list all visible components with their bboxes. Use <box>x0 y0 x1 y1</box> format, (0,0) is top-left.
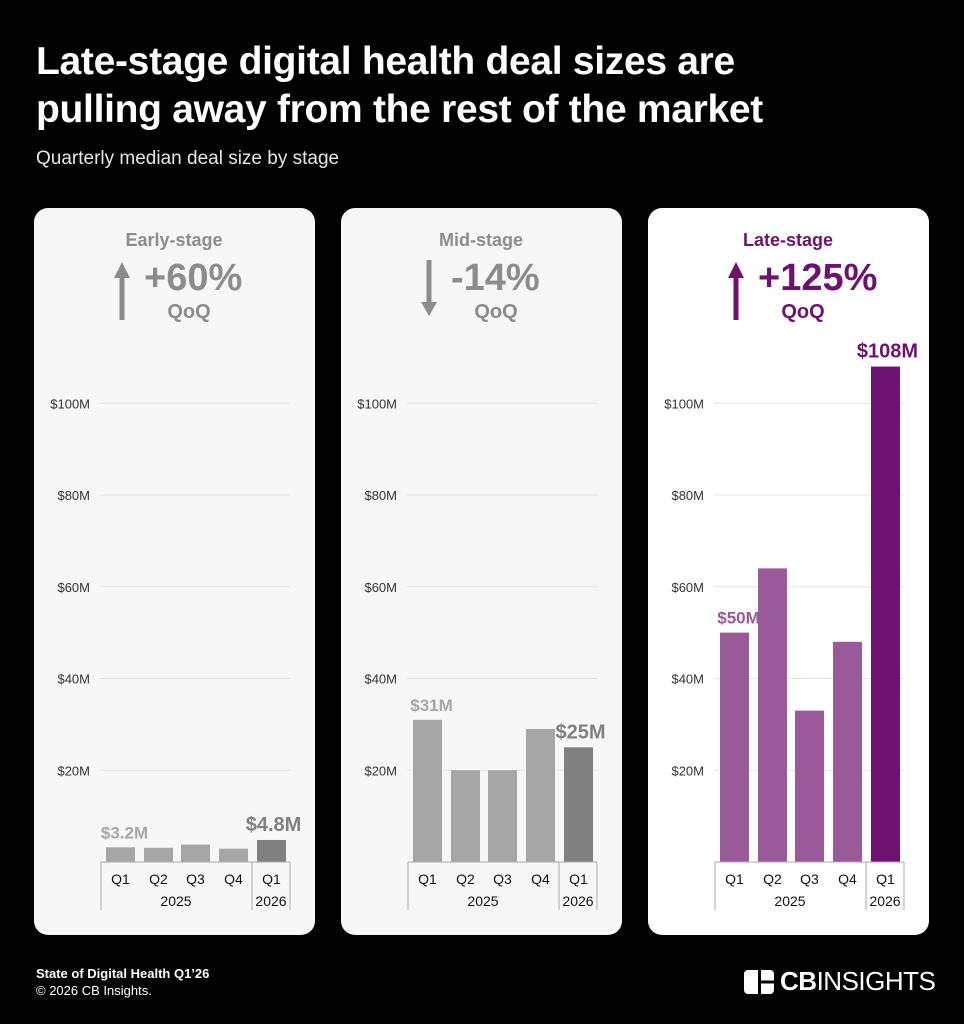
y-tick-label: $40M <box>671 672 704 687</box>
title-line-1: Late-stage digital health deal sizes are <box>36 40 735 83</box>
x-group-label: 2026 <box>255 893 286 909</box>
title-line-2: pulling away from the rest of the market <box>36 88 763 131</box>
footer-copyright: © 2026 CB Insights. <box>36 983 152 998</box>
x-tick-label: Q4 <box>531 871 550 887</box>
y-tick-label: $20M <box>364 763 397 778</box>
bar <box>181 844 210 862</box>
x-tick-label: Q1 <box>111 871 130 887</box>
bar <box>871 366 900 862</box>
y-tick-label: $100M <box>357 396 397 411</box>
data-label: $25M <box>555 721 605 743</box>
x-group-label: 2025 <box>467 893 498 909</box>
bar <box>451 770 480 862</box>
y-tick-label: $80M <box>364 488 397 503</box>
cb-insights-logo: CBINSIGHTS <box>744 966 936 997</box>
y-tick-label: $60M <box>364 580 397 595</box>
x-tick-label: Q1 <box>262 871 281 887</box>
x-tick-label: Q2 <box>456 871 475 887</box>
change-percent: -14% <box>451 257 540 299</box>
x-tick-label: Q4 <box>838 871 857 887</box>
x-tick-label: Q1 <box>418 871 437 887</box>
chart-subtitle: Quarterly median deal size by stage <box>36 148 340 169</box>
arrow-up-icon <box>114 262 130 278</box>
y-tick-label: $60M <box>671 580 704 595</box>
arrow-up-icon-shaft <box>119 274 125 320</box>
bar <box>720 632 749 862</box>
bar <box>526 728 555 862</box>
y-tick-label: $40M <box>364 672 397 687</box>
x-tick-label: Q1 <box>725 871 744 887</box>
arrow-down-icon-shaft <box>426 260 432 306</box>
bar <box>257 839 286 862</box>
bar <box>488 770 517 862</box>
x-group-label: 2025 <box>774 893 805 909</box>
arrow-down-icon <box>421 302 437 316</box>
panel-late-stage: Late-stage +125% QoQ $20M $40M $60M $80M $100M $… <box>648 208 929 935</box>
arrow-up-icon-shaft <box>733 274 739 320</box>
footer-source: State of Digital Health Q1’26 <box>36 966 210 981</box>
arrow-up-icon <box>728 262 744 278</box>
panel-early-stage: Early-stage +60% QoQ $20M $40M $60M $80M $100M $… <box>34 208 315 935</box>
data-label: $3.2M <box>101 823 148 842</box>
y-tick-label: $60M <box>57 580 90 595</box>
cb-logo-mark-icon <box>744 969 774 994</box>
data-label: $108M <box>857 341 918 363</box>
x-group-label: 2025 <box>160 893 191 909</box>
x-tick-label: Q1 <box>569 871 588 887</box>
bar <box>106 847 135 862</box>
change-percent: +60% <box>144 257 242 299</box>
data-label: $31M <box>410 696 453 715</box>
x-tick-label: Q3 <box>493 871 512 887</box>
y-tick-label: $20M <box>57 763 90 778</box>
bar <box>758 568 787 862</box>
x-group-label: 2026 <box>562 893 593 909</box>
x-group-label: 2026 <box>869 893 900 909</box>
bar-chart: Mid-stage -14%QoQ $20M $40M $60M $80M $100M $31… <box>357 230 606 910</box>
logo-text: CBINSIGHTS <box>780 966 936 997</box>
x-tick-label: Q2 <box>149 871 168 887</box>
panel-title: Late-stage <box>743 230 833 250</box>
y-tick-label: $80M <box>57 488 90 503</box>
bar <box>219 848 248 862</box>
y-tick-label: $100M <box>664 396 704 411</box>
y-tick-label: $40M <box>57 672 90 687</box>
x-tick-label: Q1 <box>876 871 895 887</box>
y-tick-label: $20M <box>671 763 704 778</box>
bar <box>144 847 173 862</box>
logo-text-rest: INSIGHTS <box>816 966 936 996</box>
bar-chart: Late-stage +125%QoQ $20M $40M $60M $80M $100M $… <box>664 230 918 910</box>
y-tick-label: $100M <box>50 396 90 411</box>
panel-mid-stage: Mid-stage -14% QoQ $20M $40M $60M $80M $100M $31… <box>341 208 622 935</box>
x-tick-label: Q3 <box>800 871 819 887</box>
panel-title: Mid-stage <box>439 230 523 250</box>
bar <box>413 719 442 862</box>
change-percent: +125% <box>758 257 877 299</box>
bar <box>564 747 593 862</box>
bar-chart: Early-stage +60%QoQ $20M $40M $60M $80M $100M $… <box>50 230 302 910</box>
data-label: $4.8M <box>246 814 302 836</box>
change-unit: QoQ <box>167 301 210 323</box>
logo-text-bold: CB <box>780 966 817 996</box>
x-tick-label: Q3 <box>186 871 205 887</box>
panel-title: Early-stage <box>125 230 222 250</box>
data-label: $50M <box>717 609 760 628</box>
x-tick-label: Q2 <box>763 871 782 887</box>
bar <box>833 641 862 862</box>
change-unit: QoQ <box>474 301 517 323</box>
chart-title: Late-stage digital health deal sizes are… <box>36 38 763 134</box>
x-tick-label: Q4 <box>224 871 243 887</box>
y-tick-label: $80M <box>671 488 704 503</box>
bar <box>795 710 824 862</box>
change-unit: QoQ <box>781 301 824 323</box>
